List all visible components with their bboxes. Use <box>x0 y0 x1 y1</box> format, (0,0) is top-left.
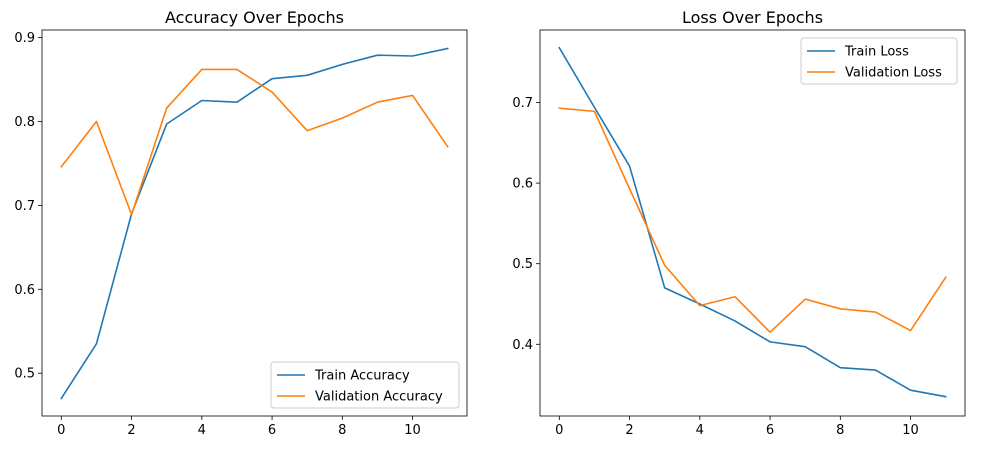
y-tick-label: 0.4 <box>512 338 533 353</box>
x-tick-label: 8 <box>338 423 346 438</box>
y-tick-label: 0.6 <box>512 177 533 192</box>
y-tick-label: 0.8 <box>14 115 35 130</box>
y-tick-label: 0.9 <box>14 31 35 46</box>
x-tick-label: 6 <box>268 423 276 438</box>
series-line-2 <box>558 107 947 333</box>
axes-frame <box>539 29 966 417</box>
x-tick-label: 10 <box>404 423 421 438</box>
x-tick-label: 6 <box>766 423 774 438</box>
chart-title: Loss Over Epochs <box>682 8 823 27</box>
y-tick-label: 0.5 <box>14 367 35 382</box>
x-tick-label: 2 <box>127 423 135 438</box>
chart-title: Accuracy Over Epochs <box>165 8 344 27</box>
legend: Train Loss Validation Loss <box>800 37 958 85</box>
legend-label: Validation Accuracy <box>315 390 443 405</box>
legend-box <box>270 361 460 409</box>
legend: Train Accuracy Validation Accuracy <box>270 361 460 409</box>
x-tick-label: 8 <box>836 423 844 438</box>
chart-panel-1: Accuracy Over Epochs 0 2 4 6 8 10 0.5 0.6 0.7 0.8 0… <box>14 8 468 438</box>
series-line-1 <box>60 47 449 400</box>
legend-label: Validation Loss <box>845 66 942 81</box>
y-tick-label: 0.6 <box>14 283 35 298</box>
x-tick-label: 4 <box>696 423 704 438</box>
y-tick-label: 0.5 <box>512 257 533 272</box>
x-tick-label: 2 <box>625 423 633 438</box>
y-tick-label: 0.7 <box>512 96 533 111</box>
x-tick-label: 4 <box>198 423 206 438</box>
legend-label: Train Loss <box>844 45 909 60</box>
x-tick-label: 10 <box>902 423 919 438</box>
chart-panel-2: Loss Over Epochs 0 2 4 6 8 10 0.4 0.5 0.6 0.7 Train… <box>512 8 966 438</box>
axes-frame <box>41 29 468 417</box>
series-line-1 <box>558 46 947 398</box>
x-tick-label: 0 <box>57 423 65 438</box>
y-tick-label: 0.7 <box>14 199 35 214</box>
series-line-2 <box>60 68 449 216</box>
legend-box <box>800 37 958 85</box>
x-tick-label: 0 <box>555 423 563 438</box>
legend-label: Train Accuracy <box>314 369 410 384</box>
